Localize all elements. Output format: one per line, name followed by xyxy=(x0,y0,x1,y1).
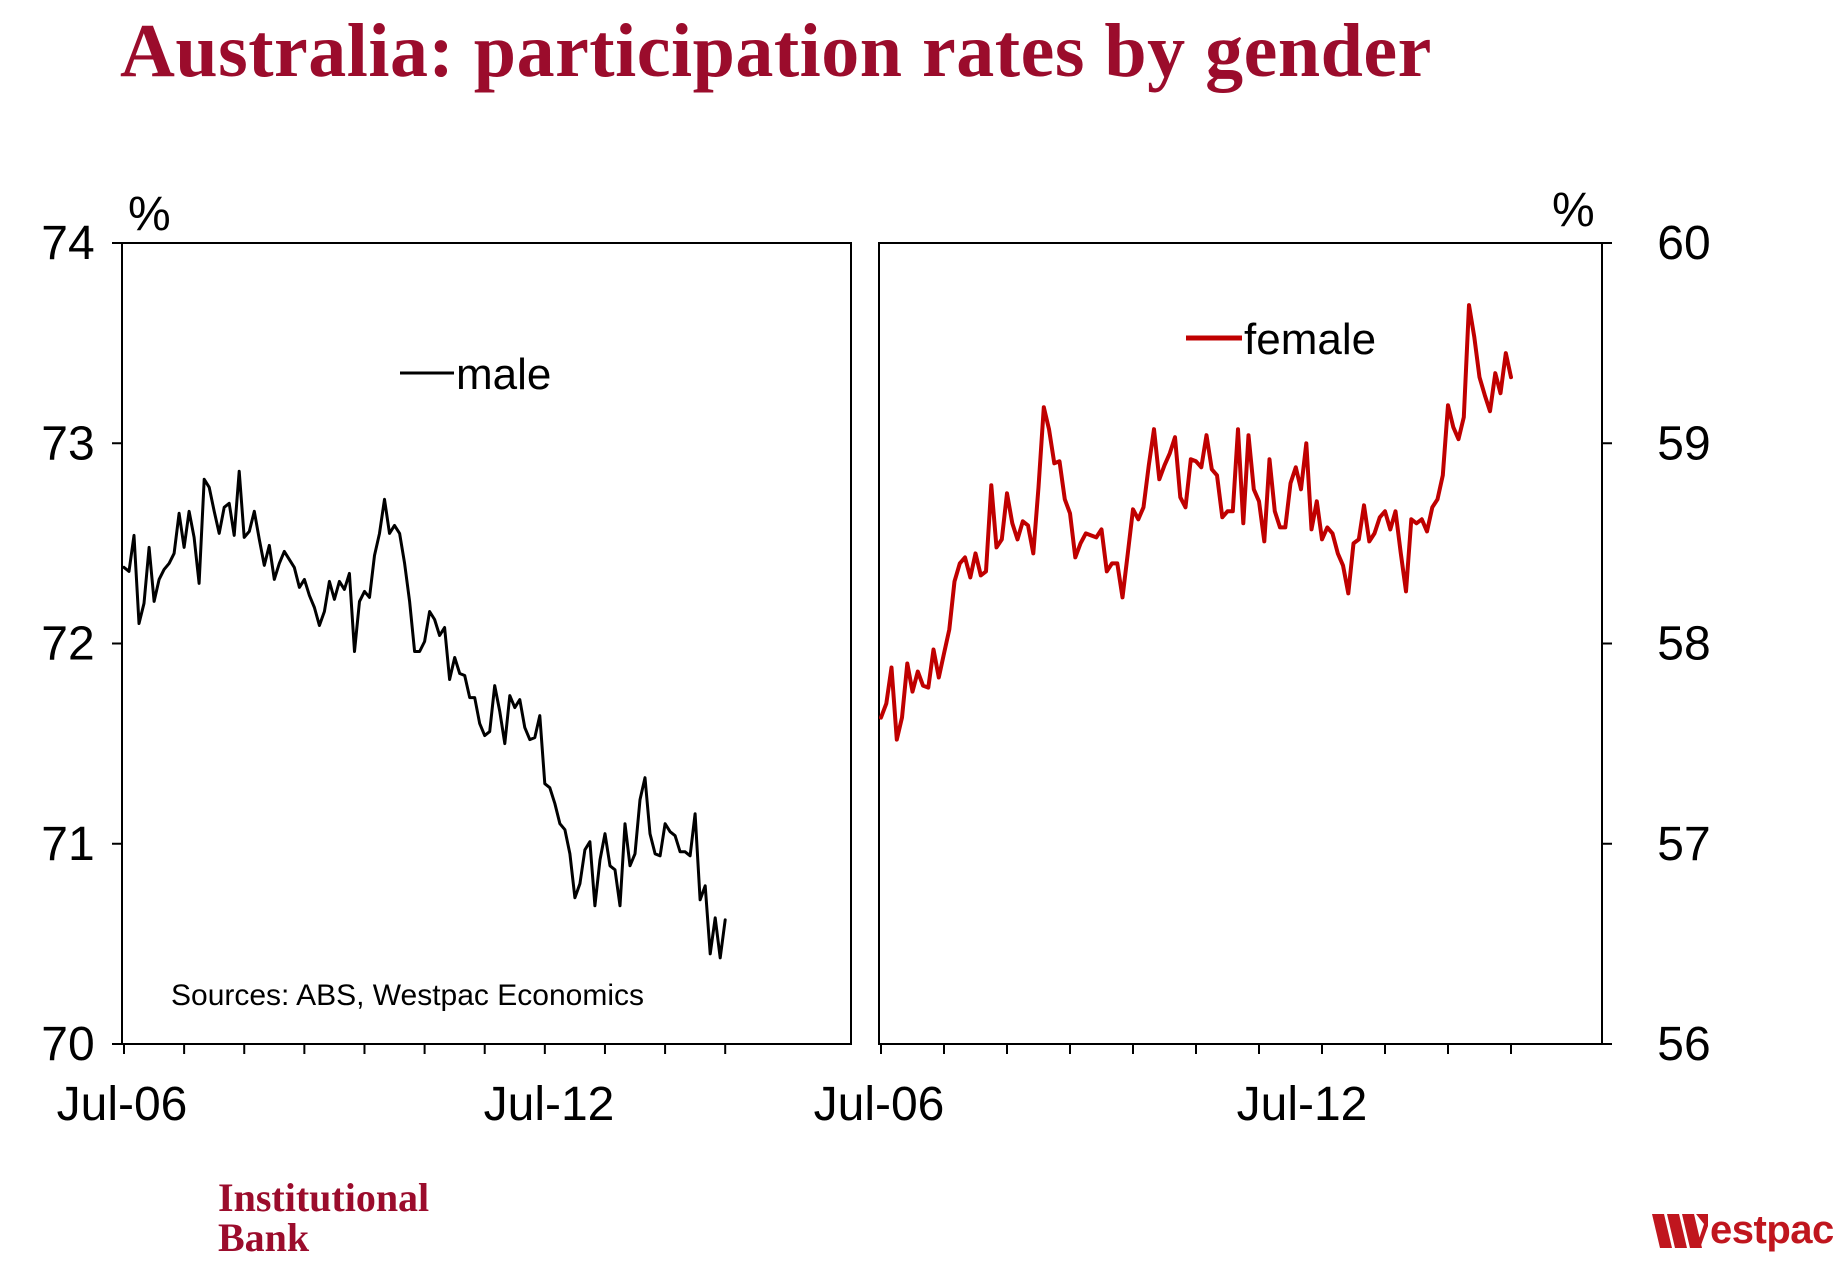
left-axes: 70 71 72 73 74 xyxy=(41,217,727,1071)
y-tick-label-male-73: 73 xyxy=(41,417,94,470)
y-tick-label-male-71: 71 xyxy=(41,818,94,871)
right-unit-label: % xyxy=(1552,184,1595,237)
westpac-wordmark: estpac xyxy=(1710,1208,1833,1252)
westpac-logo: estpac xyxy=(1652,1208,1833,1253)
y-tick-label-female-60: 60 xyxy=(1657,217,1710,270)
male-legend-label: male xyxy=(456,350,551,399)
y-tick-label-female-59: 59 xyxy=(1657,417,1710,470)
x-tick-label-jul06-left: Jul-06 xyxy=(57,1078,188,1131)
westpac-w-icon xyxy=(1652,1213,1708,1248)
y-tick-label-female-56: 56 xyxy=(1657,1018,1710,1071)
male-series-line xyxy=(122,469,727,960)
x-tick-label-jul12-right: Jul-12 xyxy=(1237,1078,1368,1131)
slide-title: Australia: participation rates by gender xyxy=(120,9,1432,93)
x-tick-label-jul06-right: Jul-06 xyxy=(814,1078,945,1131)
y-tick-label-female-57: 57 xyxy=(1657,818,1710,871)
brand-line-2: Bank xyxy=(218,1215,310,1260)
female-series-line xyxy=(879,303,1513,742)
brand-line-1: Institutional xyxy=(218,1175,430,1220)
institutional-bank-logo: Institutional Bank xyxy=(218,1178,429,1258)
y-tick-label-female-58: 58 xyxy=(1657,618,1710,671)
female-legend-label: female xyxy=(1244,315,1376,364)
right-plot-frame xyxy=(878,242,1603,1045)
source-note: Sources: ABS, Westpac Economics xyxy=(171,979,644,1012)
y-tick-label-male-72: 72 xyxy=(41,618,94,671)
right-axes: 56 57 58 59 60 xyxy=(879,217,1711,1071)
left-unit-label: % xyxy=(128,188,171,241)
y-tick-label-male-70: 70 xyxy=(41,1018,94,1071)
x-tick-label-jul12-left: Jul-12 xyxy=(484,1078,615,1131)
y-tick-label-male-74: 74 xyxy=(41,217,94,270)
